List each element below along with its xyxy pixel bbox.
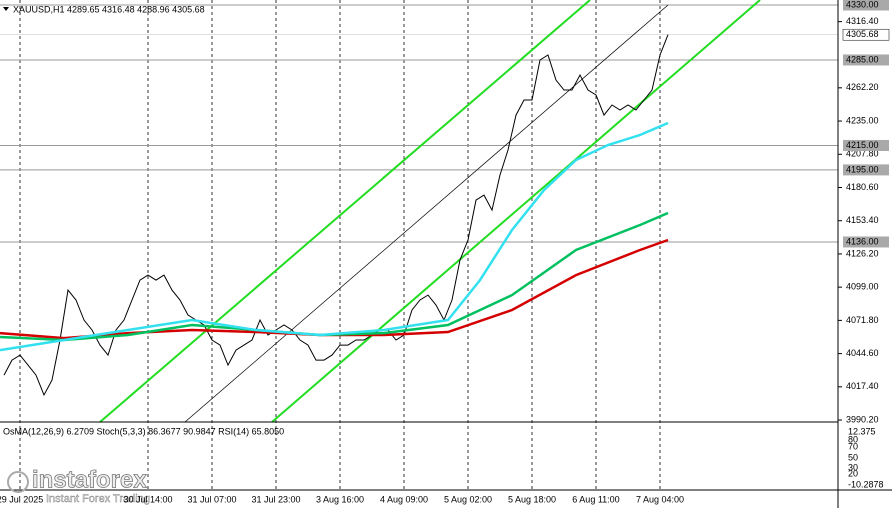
y-tick-label: 4262.20 — [846, 82, 879, 92]
level-label: 4215.00 — [846, 140, 879, 150]
level-label: 4195.00 — [846, 164, 879, 174]
channel-lower — [271, 0, 761, 423]
logo-tagline: Instant Forex Trading — [46, 493, 150, 505]
x-tick-label: 5 Aug 18:00 — [508, 494, 556, 504]
level-label-box — [843, 164, 889, 176]
y-tick-label: 4180.60 — [846, 182, 879, 192]
y-tick-label: 4099.00 — [846, 282, 879, 292]
oscillator-axis-label: 70 — [848, 441, 858, 451]
y-tick-label: 4207.80 — [846, 149, 879, 159]
channel-upper — [99, 0, 591, 423]
current-price-box — [842, 28, 890, 41]
y-tick-label: 4235.00 — [846, 115, 879, 125]
menu-arrow — [3, 7, 9, 11]
grid — [0, 0, 838, 490]
level-label-box — [843, 0, 889, 11]
x-tick-label: 5 Aug 02:00 — [444, 494, 492, 504]
x-tick-label: 30 Jul 14:00 — [123, 494, 172, 504]
oscillator-axis-label: 12.375 — [848, 426, 876, 436]
y-tick-label: 4044.60 — [846, 348, 879, 358]
x-tick-label: 31 Jul 23:00 — [251, 494, 300, 504]
level-label-box — [843, 236, 889, 248]
y-tick-label: 4153.40 — [846, 215, 879, 225]
trend-line — [184, 4, 669, 423]
x-tick-label: 4 Aug 09:00 — [380, 494, 428, 504]
y-tick-label: 4126.20 — [846, 248, 879, 258]
y-tick-label: 3990.20 — [846, 414, 879, 424]
x-tick-label: 31 Jul 07:00 — [187, 494, 236, 504]
oscillator-axis-label: 80 — [848, 434, 858, 444]
logo-text: instaforex — [32, 466, 147, 493]
indicator-title: OsMA(12,26,9) 6.2709 Stoch(5,3,3) 86.367… — [3, 426, 284, 436]
logo-icon — [7, 471, 29, 493]
y-tick-label: 4071.80 — [846, 315, 879, 325]
oscillator-axis-label: -10.2878 — [848, 479, 884, 489]
moving-average — [0, 121, 669, 352]
current-price-label: 4305.68 — [846, 29, 879, 39]
x-tick-label: 7 Aug 04:00 — [636, 494, 684, 504]
logo: instaforex Instant Forex Trading — [7, 466, 150, 505]
y-tick-label: 4017.40 — [846, 381, 879, 391]
oscillator-axis-label: 50 — [848, 452, 858, 462]
level-label: 4136.00 — [846, 236, 879, 246]
level-label: 4285.00 — [846, 54, 879, 64]
oscillator-axis-label: 30 — [848, 462, 858, 472]
y-tick-label: 4316.40 — [846, 16, 879, 26]
oscillator-axis-label: 20 — [848, 468, 858, 478]
chart-title: XAUUSD,H1 4289.65 4316.48 4288.96 4305.6… — [13, 4, 205, 14]
x-tick-label: 3 Aug 16:00 — [316, 494, 364, 504]
level-label: 4330.00 — [846, 0, 879, 9]
x-tick-label: 29 Jul 2025 — [0, 494, 43, 504]
plot — [0, 34, 669, 397]
level-label-box — [843, 54, 889, 66]
moving-average — [0, 211, 669, 342]
level-label-box — [843, 139, 889, 151]
x-tick-label: 6 Aug 11:00 — [572, 494, 619, 504]
